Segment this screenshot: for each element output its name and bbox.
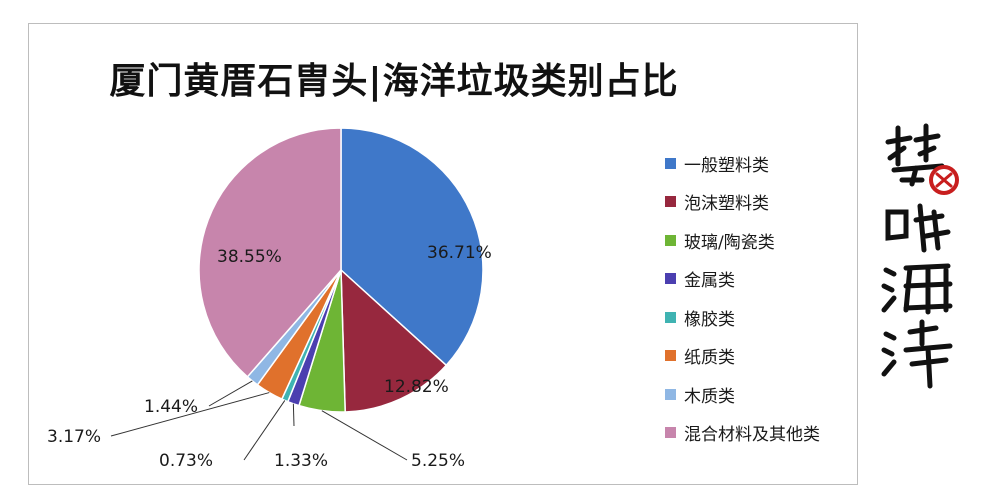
pie-chart: 36.71% 12.82% 5.25% 1.33% 0.73% 3.17% 1.44% 38.… (47, 127, 492, 471)
chart-frame: 厦门黄厝石胄头|海洋垃圾类别占比 36.71% 12.82% 5.25% 1.33% 0… (28, 23, 858, 485)
legend-item: 泡沫塑料类 (665, 183, 820, 222)
leader-line-7 (208, 380, 253, 407)
legend-item: 木质类 (665, 375, 820, 414)
legend: 一般塑料类泡沫塑料类玻璃/陶瓷类 金属类橡胶类纸质类木质类混合材料及其他类 (665, 144, 820, 452)
legend-label: 泡沫塑料类 (684, 194, 769, 215)
legend-label: 金属类 (684, 271, 735, 292)
legend-label: 木质类 (684, 386, 735, 407)
data-label-1: 36.71% (427, 243, 492, 263)
legend-item: 一般塑料类 (665, 144, 820, 183)
data-label-6: 3.17% (47, 427, 101, 447)
legend-swatch (665, 234, 676, 246)
legend-label: 纸质类 (684, 348, 735, 369)
legend-label: 玻璃/陶瓷类 (684, 232, 775, 253)
leader-line-5 (243, 400, 286, 461)
chart-title: 厦门黄厝石胄头|海洋垃圾类别占比 (109, 61, 679, 102)
leader-line-4 (292, 403, 295, 427)
data-label-5: 0.73% (159, 451, 213, 471)
legend-item: 混合材料及其他类 (665, 414, 820, 453)
legend-item: 金属类 (665, 260, 820, 299)
data-label-4: 1.33% (274, 451, 328, 471)
pie-slice-2 (340, 268, 448, 413)
data-label-7: 1.44% (144, 397, 198, 417)
data-label-2: 12.82% (384, 377, 449, 397)
legend-swatch (665, 350, 676, 362)
legend-label: 混合材料及其他类 (684, 425, 820, 446)
legend-swatch (665, 157, 676, 169)
legend-label: 一般塑料类 (684, 155, 769, 176)
legend-item: 橡胶类 (665, 298, 820, 337)
legend-swatch (665, 388, 676, 400)
legend-item: 纸质类 (665, 337, 820, 376)
legend-swatch (665, 273, 676, 285)
legend-swatch (665, 427, 676, 439)
legend-label: 橡胶类 (684, 309, 735, 330)
legend-swatch (665, 311, 676, 323)
data-label-3: 5.25% (411, 451, 465, 471)
leader-line-6 (110, 392, 270, 437)
pie-slice-8 (198, 127, 342, 378)
data-label-8: 38.55% (217, 247, 282, 267)
legend-swatch (665, 196, 676, 208)
pie-slice-1 (340, 127, 484, 367)
leader-line-3 (321, 410, 408, 461)
brand-logo (881, 123, 959, 389)
legend-item: 玻璃/陶瓷类 (665, 221, 820, 260)
